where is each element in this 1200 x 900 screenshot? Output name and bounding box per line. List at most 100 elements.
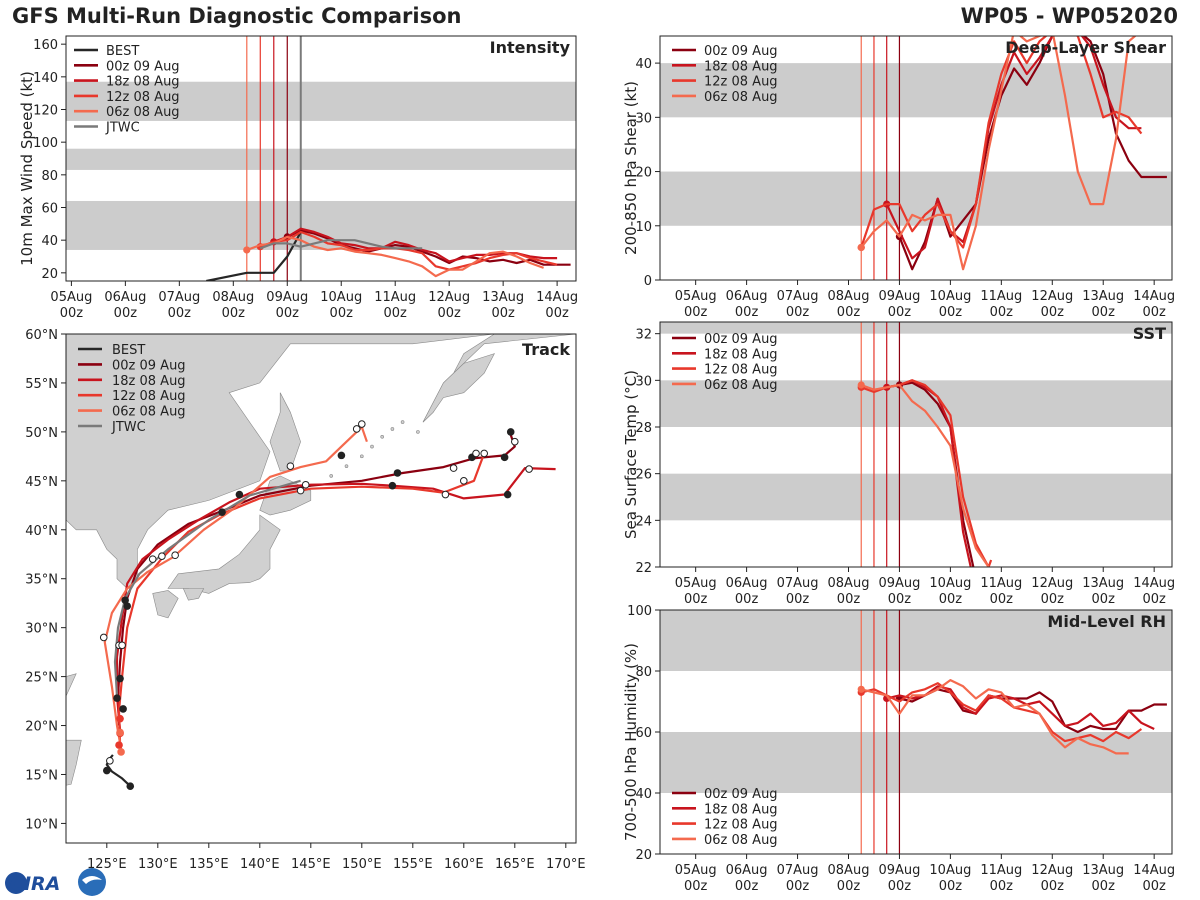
intensity-ytick-label: 80 (41, 169, 58, 184)
sst-frame (659, 321, 1173, 568)
shear-ylabel: 200-850 hPa Shear (kt) (622, 81, 640, 255)
shear-xtick-sublabel: 00z (786, 305, 810, 320)
rh-xtick-sublabel: 00z (735, 879, 759, 894)
intensity-xtick-sublabel: 00z (545, 306, 569, 321)
rh-band-0 (660, 732, 1172, 793)
shear-ytick-label: 0 (644, 274, 652, 289)
intensity-xtick-label: 12Aug (428, 290, 470, 305)
sst-ytick-label: 30 (635, 374, 652, 389)
rh-xtick-label: 14Aug (1133, 863, 1175, 878)
land-sakhalin (269, 392, 301, 472)
sst-xtick-sublabel: 00z (888, 592, 912, 607)
shear-legend-label-06z-08-aug: 06z 08 Aug (704, 90, 778, 105)
rh-series-00z-09-aug (899, 688, 1167, 734)
sst-ytick-label: 32 (635, 328, 652, 343)
figure-title: GFS Multi-Run Diagnostic Comparison (12, 4, 462, 28)
rh-series-group (857, 678, 1167, 755)
shear-frame (659, 35, 1173, 281)
track-title: Track (522, 340, 570, 359)
sst-ytick-label: 26 (635, 468, 652, 483)
intensity-title: Intensity (490, 38, 571, 57)
sst-legend-label-12z-08-aug: 12z 08 Aug (704, 363, 778, 378)
shear-series-18z-08-aug (885, 36, 1142, 260)
intensity-band-2 (66, 81, 576, 121)
intensity-ytick-label: 120 (33, 104, 58, 119)
sst-band-2 (660, 322, 1172, 334)
intensity-xtick-label: 07Aug (158, 290, 200, 305)
sst-xtick-sublabel: 00z (939, 592, 963, 607)
intensity-ytick-label: 20 (41, 267, 58, 282)
track-ytick-label: 50°N (25, 426, 58, 441)
intensity-init-marker-06z-08-aug (243, 246, 251, 254)
rh-xtick-sublabel: 00z (1041, 879, 1065, 894)
shear-ytick-label: 40 (635, 57, 652, 72)
track-ytick-label: 55°N (25, 377, 58, 392)
track-marker-open-jtwc (148, 555, 157, 563)
track-marker-filled-18z-08-aug (119, 705, 127, 713)
land-kuril-island-6 (400, 420, 405, 424)
shear-title: Deep-Layer Shear (1005, 38, 1166, 57)
intensity-xtick-sublabel: 00z (168, 306, 192, 321)
shear-xtick-label: 07Aug (777, 289, 819, 304)
track-xtick-label: 135°E (189, 857, 229, 872)
sst-init-marker-06z-08-aug (857, 381, 865, 389)
track-series-group (99, 420, 556, 791)
rh-ytick-label: 20 (635, 848, 652, 863)
rh-legend-label-00z-09-aug: 00z 09 Aug (704, 787, 778, 802)
sst-legend-label-00z-09-aug: 00z 09 Aug (704, 332, 778, 347)
intensity-xtick-label: 06Aug (104, 290, 146, 305)
rh-xtick-sublabel: 00z (786, 879, 810, 894)
rh-legend-label-18z-08-aug: 18z 08 Aug (704, 802, 778, 817)
land-kuril-island-2 (359, 454, 364, 459)
rh-xtick-sublabel: 00z (939, 879, 963, 894)
sst-xtick-label: 06Aug (726, 576, 768, 591)
sst-xtick-sublabel: 00z (1142, 592, 1166, 607)
intensity-xtick-sublabel: 00z (437, 306, 461, 321)
shear-xtick-label: 12Aug (1031, 289, 1073, 304)
intensity-ylabel: 10m Max Wind Speed (kt) (18, 71, 36, 266)
track-marker-filled-00z-09-aug (218, 508, 226, 516)
land-luzon (66, 739, 82, 786)
land-taiwan (66, 673, 77, 697)
track-marker-filled-12z-08-aug (116, 714, 124, 723)
shear-xtick-sublabel: 00z (735, 305, 759, 320)
intensity-legend-label-18z-08-aug: 18z 08 Aug (106, 75, 180, 90)
shear-xtick-sublabel: 00z (990, 305, 1014, 320)
sst-ytick-label: 24 (635, 514, 652, 529)
shear-series-group (857, 36, 1167, 271)
track-marker-open-06z-08-aug (99, 633, 108, 642)
track-marker-open-00z-09-aug (511, 437, 519, 446)
track-xtick-label: 130°E (138, 857, 178, 872)
rh-xtick-sublabel: 00z (1092, 879, 1116, 894)
track-line-06z-08-aug (103, 425, 368, 756)
shear-ytick-label: 20 (635, 166, 652, 181)
shear-xtick-sublabel: 00z (1092, 305, 1116, 320)
sst-panel: 22242628303205Aug00z06Aug00z07Aug00z08Au… (622, 321, 1175, 607)
rh-ytick-label: 80 (635, 665, 652, 680)
track-ytick-label: 45°N (25, 475, 58, 490)
track-marker-filled-00z-09-aug (393, 469, 402, 477)
cira-logo: CIRA (5, 868, 106, 896)
rh-xtick-label: 13Aug (1082, 863, 1124, 878)
shear-xtick-sublabel: 00z (684, 305, 708, 320)
rh-xtick-label: 05Aug (675, 863, 717, 878)
land-kuril-island-4 (380, 434, 385, 439)
intensity-legend-label-06z-08-aug: 06z 08 Aug (106, 105, 180, 120)
track-marker-open-jtwc (158, 552, 166, 560)
shear-xtick-sublabel: 00z (888, 305, 912, 320)
track-marker-open-00z-09-aug (472, 449, 480, 458)
sst-xtick-label: 14Aug (1133, 576, 1175, 591)
shear-xtick-sublabel: 00z (1142, 305, 1166, 320)
track-xtick-label: 155°E (393, 857, 433, 872)
intensity-xtick-label: 09Aug (266, 290, 308, 305)
rh-xtick-sublabel: 00z (990, 879, 1014, 894)
rh-series-12z-08-aug (860, 682, 1143, 743)
land-kuril-island-0 (329, 474, 334, 478)
sst-xtick-label: 08Aug (828, 576, 870, 591)
track-marker-open-06z-08-aug (358, 420, 366, 428)
track-marker-filled-06z-08-aug (117, 748, 125, 756)
track-ytick-label: 30°N (25, 622, 58, 637)
intensity-xtick-sublabel: 00z (114, 306, 138, 321)
intensity-legend-label-jtwc: JTWC (105, 121, 140, 136)
track-panel: 10°N 15°N 20°N 25°N 30°N 35°N 40°N 45°N 50°N 55°N… (25, 328, 585, 872)
